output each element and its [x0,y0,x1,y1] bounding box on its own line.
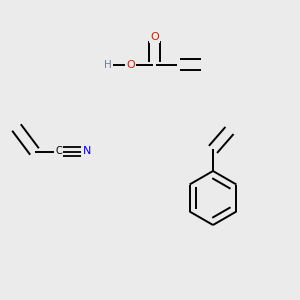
Text: O: O [126,59,135,70]
Text: N: N [82,146,91,157]
Text: O: O [150,32,159,43]
Text: H: H [104,59,112,70]
Text: C: C [55,146,62,157]
